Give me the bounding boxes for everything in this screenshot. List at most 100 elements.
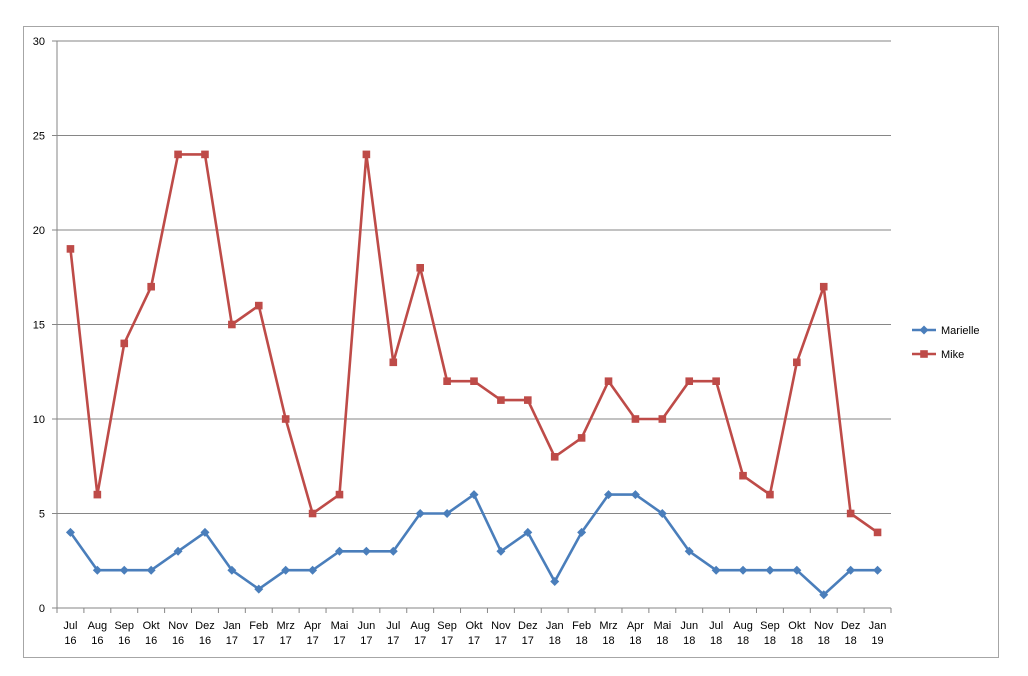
x-tick-label: Mai 18 xyxy=(653,620,671,647)
data-point xyxy=(443,377,451,385)
series-line-mike xyxy=(69,153,879,534)
legend-entry-mike: Mike xyxy=(912,349,964,361)
data-point xyxy=(146,565,156,575)
series-marielle xyxy=(65,490,883,600)
data-point xyxy=(119,565,129,575)
x-tick-label: Jul 18 xyxy=(709,620,723,647)
data-point xyxy=(739,471,747,480)
data-point xyxy=(524,396,532,404)
data-point xyxy=(630,490,640,500)
legend-entry-marielle: Marielle xyxy=(912,325,980,337)
data-point xyxy=(361,546,371,556)
data-point xyxy=(281,415,290,423)
data-point xyxy=(496,546,506,556)
data-point xyxy=(657,509,667,518)
data-point xyxy=(604,490,614,500)
x-tick-label: Dez 16 xyxy=(195,620,215,647)
data-point xyxy=(793,358,801,367)
chart-frame xyxy=(23,26,999,658)
x-tick-label: Okt 18 xyxy=(788,620,805,647)
x-tick-label: Nov 16 xyxy=(168,620,188,647)
data-point xyxy=(66,245,75,253)
legend-marker xyxy=(919,325,929,335)
x-tick-label: Dez 18 xyxy=(841,620,861,647)
x-tick-label: Apr 18 xyxy=(627,620,644,647)
x-tick-label: Sep 18 xyxy=(760,620,780,647)
data-point xyxy=(389,358,398,367)
x-tick-label: Aug 16 xyxy=(88,620,108,647)
x-tick-label: Feb 18 xyxy=(572,620,591,647)
y-axis-ticks: 0 5 10 15 20 25 30 xyxy=(33,36,57,615)
data-point xyxy=(873,528,882,537)
x-tick-label: Jun 17 xyxy=(358,620,376,647)
data-point xyxy=(711,565,721,575)
legend-label: Mike xyxy=(941,349,964,361)
data-point xyxy=(819,282,828,291)
x-tick-label: Sep 16 xyxy=(114,620,134,647)
data-point xyxy=(308,565,318,575)
data-point xyxy=(469,490,479,500)
x-tick-label: Jun 18 xyxy=(680,620,698,647)
data-point xyxy=(120,339,129,348)
data-point xyxy=(254,584,264,594)
data-point xyxy=(765,565,775,575)
y-tick-label: 15 xyxy=(33,320,45,332)
x-tick-label: Okt 17 xyxy=(465,620,482,647)
x-tick-label: Mai 17 xyxy=(331,620,349,647)
data-point xyxy=(497,396,505,404)
data-point xyxy=(442,509,452,518)
data-point xyxy=(577,527,587,537)
y-tick-label: 5 xyxy=(39,509,45,521)
series-line-marielle xyxy=(69,493,878,597)
data-point xyxy=(792,565,802,575)
x-tick-label: Mrz 18 xyxy=(599,620,617,647)
data-point xyxy=(200,527,210,537)
data-point xyxy=(550,577,560,587)
data-point xyxy=(684,546,694,556)
data-point xyxy=(281,565,291,575)
x-tick-label: Jul 16 xyxy=(63,620,77,647)
data-point xyxy=(173,546,183,556)
x-tick-label: Jan 18 xyxy=(546,620,564,647)
data-point xyxy=(738,565,748,575)
data-point xyxy=(685,377,694,385)
data-point xyxy=(228,320,236,329)
x-tick-label: Nov 17 xyxy=(491,620,511,647)
legend-marker xyxy=(920,350,928,358)
series-group xyxy=(65,150,883,600)
data-point xyxy=(335,490,344,499)
data-point xyxy=(846,565,856,575)
data-point xyxy=(227,565,237,575)
x-tick-label: Sep 17 xyxy=(437,620,457,647)
data-point xyxy=(415,509,425,518)
x-tick-label: Okt 16 xyxy=(143,620,160,647)
data-point xyxy=(388,546,398,556)
data-point xyxy=(334,546,344,556)
data-point xyxy=(712,377,720,385)
data-point xyxy=(766,490,774,499)
x-tick-label: Jan 19 xyxy=(869,620,887,647)
data-point xyxy=(362,150,371,159)
gridlines xyxy=(57,40,891,514)
y-tick-label: 30 xyxy=(33,36,45,48)
legend-label: Marielle xyxy=(941,325,980,337)
data-point xyxy=(819,590,829,600)
x-tick-label: Dez 17 xyxy=(518,620,538,647)
data-point xyxy=(254,301,263,310)
data-point xyxy=(470,377,478,385)
data-point xyxy=(523,527,533,537)
data-point xyxy=(308,509,317,518)
x-tick-label: Mrz 17 xyxy=(277,620,295,647)
x-tick-label: Aug 17 xyxy=(410,620,430,647)
data-point xyxy=(92,565,102,575)
x-tick-label: Aug 18 xyxy=(733,620,753,647)
y-tick-label: 0 xyxy=(39,603,45,615)
data-point xyxy=(658,415,667,423)
data-point xyxy=(873,565,883,575)
x-tick-label: Nov 18 xyxy=(814,620,834,647)
data-point xyxy=(631,415,640,423)
y-tick-label: 25 xyxy=(33,131,45,143)
data-point xyxy=(416,264,424,272)
data-point xyxy=(577,434,586,442)
x-tick-label: Apr 17 xyxy=(304,620,321,647)
